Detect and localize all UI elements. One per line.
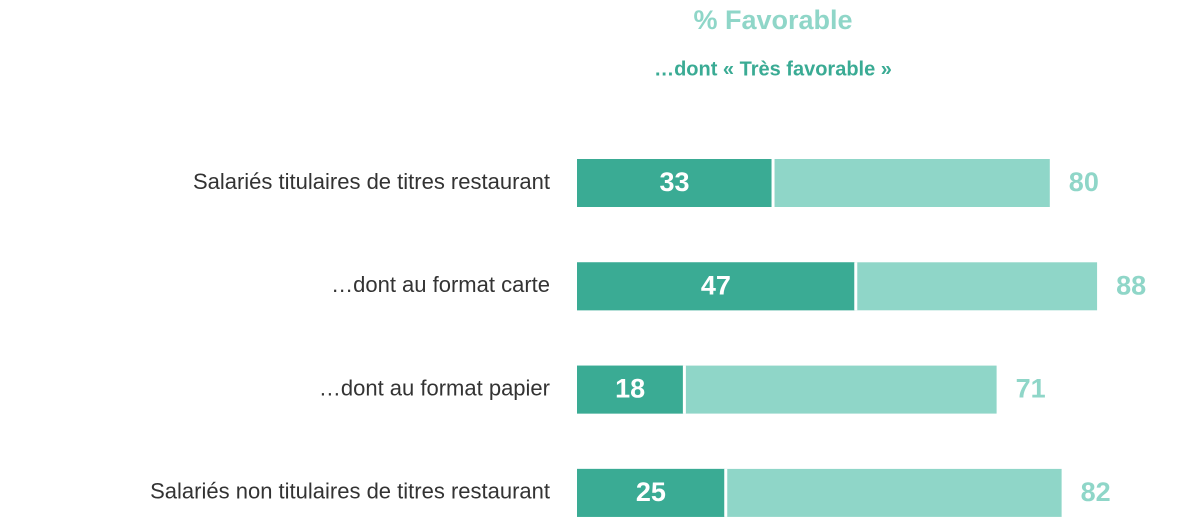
value-label-favorable: 80 [1069,167,1099,197]
value-label-favorable: 71 [1016,374,1046,404]
category-label: …dont au format papier [319,375,550,400]
value-label-tres-favorable: 18 [615,374,645,404]
value-label-tres-favorable: 47 [701,270,731,300]
value-label-tres-favorable: 33 [659,167,689,197]
category-label: …dont au format carte [331,272,550,297]
legend-tres-favorable: …dont « Très favorable » [654,58,892,80]
category-label: Salariés titulaires de titres restaurant [193,169,550,194]
legend-favorable: % Favorable [693,5,852,35]
value-label-tres-favorable: 25 [636,477,666,507]
bar-tres-favorable [577,262,855,311]
category-label: Salariés non titulaires de titres restau… [150,479,550,504]
bar-tres-favorable [577,468,725,517]
bar-tres-favorable [577,365,684,414]
bar-tres-favorable [577,159,773,207]
value-label-favorable: 82 [1081,477,1111,507]
value-label-favorable: 88 [1116,270,1146,300]
